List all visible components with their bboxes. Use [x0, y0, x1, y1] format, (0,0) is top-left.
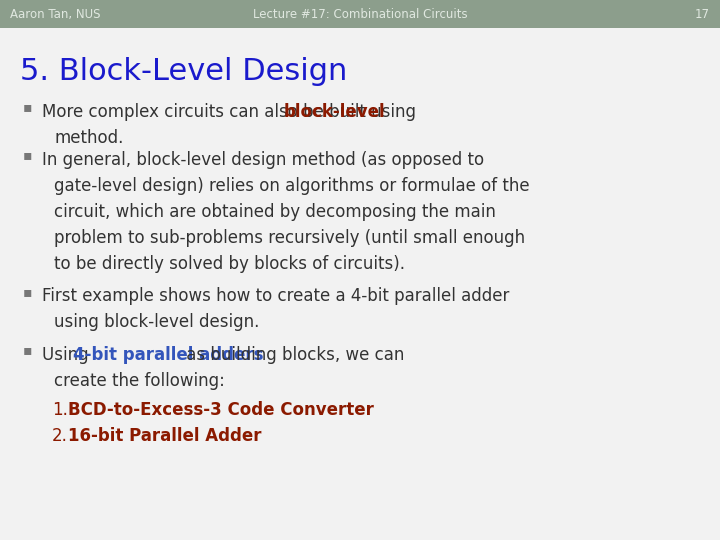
Text: 4-bit parallel adders: 4-bit parallel adders [73, 346, 263, 363]
Text: ▪: ▪ [23, 343, 32, 357]
Text: ▪: ▪ [23, 100, 32, 114]
Text: using block-level design.: using block-level design. [54, 313, 259, 331]
Text: block-level: block-level [284, 103, 385, 120]
Text: problem to sub-problems recursively (until small enough: problem to sub-problems recursively (unt… [54, 229, 525, 247]
Text: to be directly solved by blocks of circuits).: to be directly solved by blocks of circu… [54, 255, 405, 273]
Text: gate-level design) relies on algorithms or formulae of the: gate-level design) relies on algorithms … [54, 177, 530, 195]
Text: First example shows how to create a 4-bit parallel adder: First example shows how to create a 4-bi… [42, 287, 509, 305]
Text: 5. Block-Level Design: 5. Block-Level Design [20, 57, 348, 86]
Text: method.: method. [54, 129, 123, 146]
Bar [0, 0, 720, 28]
Text: BCD-to-Excess-3 Code Converter: BCD-to-Excess-3 Code Converter [68, 401, 374, 418]
Text: More complex circuits can also be built using: More complex circuits can also be built … [42, 103, 421, 120]
Text: In general, block-level design method (as opposed to: In general, block-level design method (a… [42, 151, 484, 169]
Text: 1.: 1. [52, 401, 68, 418]
Text: 17: 17 [695, 8, 710, 21]
Text: 2.: 2. [52, 427, 68, 444]
Text: circuit, which are obtained by decomposing the main: circuit, which are obtained by decomposi… [54, 203, 496, 221]
Text: ▪: ▪ [23, 285, 32, 299]
Text: 16-bit Parallel Adder: 16-bit Parallel Adder [68, 427, 262, 444]
Text: Aaron Tan, NUS: Aaron Tan, NUS [10, 8, 101, 21]
Text: as building blocks, we can: as building blocks, we can [181, 346, 404, 363]
Text: Using: Using [42, 346, 94, 363]
Text: ▪: ▪ [23, 148, 32, 163]
Text: create the following:: create the following: [54, 372, 225, 389]
Text: Lecture #17: Combinational Circuits: Lecture #17: Combinational Circuits [253, 8, 467, 21]
